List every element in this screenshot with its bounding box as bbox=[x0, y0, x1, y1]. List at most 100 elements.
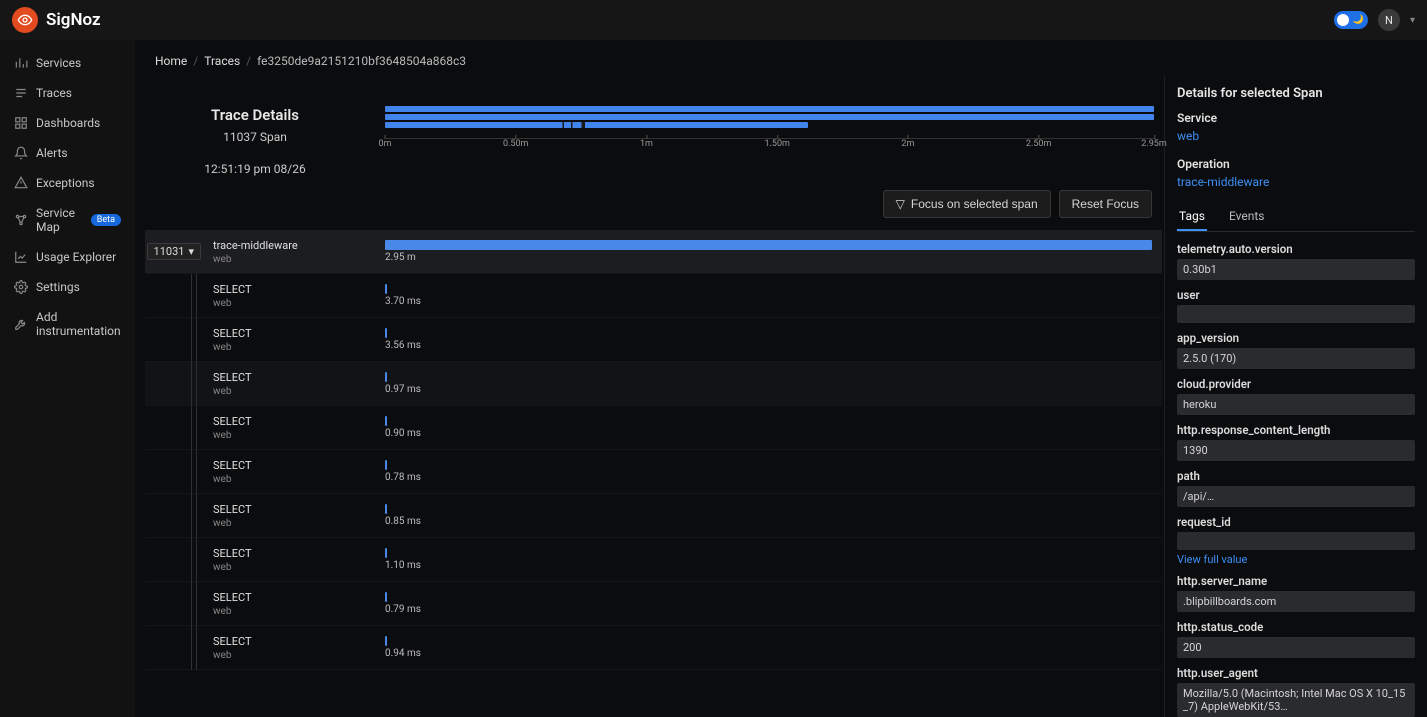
operation-value[interactable]: trace-middleware bbox=[1177, 175, 1415, 189]
sidebar-item-usage[interactable]: Usage Explorer bbox=[0, 242, 135, 272]
ruler-tick: 2.50m bbox=[1026, 139, 1051, 149]
line-chart-icon bbox=[14, 250, 28, 264]
attr-value: 2.5.0 (170) bbox=[1177, 348, 1415, 369]
span-bar-col: 0.97 ms bbox=[385, 372, 1162, 395]
attr-value: /api/… bbox=[1177, 486, 1415, 507]
minimap-bar bbox=[385, 106, 1154, 112]
attr-value bbox=[1177, 305, 1415, 323]
service-value[interactable]: web bbox=[1177, 129, 1415, 143]
topbar-right: 🌙 N ▾ bbox=[1334, 9, 1415, 31]
minimap[interactable]: 0m0.50m1m1.50m2m2.50m2.95m bbox=[385, 106, 1154, 176]
sidebar-item-exceptions[interactable]: Exceptions bbox=[0, 168, 135, 198]
attr-key: http.server_name bbox=[1177, 574, 1415, 588]
span-row[interactable]: SELECTweb1.10 ms bbox=[145, 538, 1162, 582]
span-bar-col: 2.95 m bbox=[385, 240, 1162, 263]
trace-span-count: 11037 Span bbox=[145, 130, 365, 144]
span-bar-col: 0.85 ms bbox=[385, 504, 1162, 527]
trace-title: Trace Details bbox=[145, 106, 365, 124]
span-name: SELECT bbox=[213, 547, 385, 560]
sidebar-item-label: Service Map bbox=[36, 206, 83, 234]
span-duration: 0.78 ms bbox=[385, 472, 1152, 483]
sidebar-item-alerts[interactable]: Alerts bbox=[0, 138, 135, 168]
span-name: SELECT bbox=[213, 327, 385, 340]
span-bar bbox=[385, 636, 387, 646]
tab-events[interactable]: Events bbox=[1227, 203, 1267, 231]
attr-key: request_id bbox=[1177, 515, 1415, 529]
span-name: SELECT bbox=[213, 591, 385, 604]
gear-icon bbox=[14, 280, 28, 294]
sidebar-item-label: Traces bbox=[36, 86, 72, 100]
span-service: web bbox=[213, 298, 385, 309]
operation-label: Operation bbox=[1177, 157, 1415, 171]
theme-toggle[interactable]: 🌙 bbox=[1334, 11, 1368, 29]
details-tabs: Tags Events bbox=[1177, 203, 1415, 232]
attr-value: 200 bbox=[1177, 637, 1415, 658]
sidebar-item-instrumentation[interactable]: Add instrumentation bbox=[0, 302, 135, 346]
sidebar-item-traces[interactable]: Traces bbox=[0, 78, 135, 108]
span-tree-gutter bbox=[155, 582, 205, 626]
list-icon bbox=[14, 86, 28, 100]
span-duration: 2.95 m bbox=[385, 252, 1152, 263]
span-duration: 0.79 ms bbox=[385, 604, 1152, 615]
network-icon bbox=[14, 213, 28, 227]
filter-icon: ▽ bbox=[896, 197, 905, 211]
span-list[interactable]: 11031▾trace-middlewareweb2.95 mSELECTweb… bbox=[145, 230, 1162, 717]
sidebar-item-label: Alerts bbox=[36, 146, 68, 160]
attrs-list: telemetry.auto.version0.30b1user app_ver… bbox=[1177, 242, 1415, 717]
span-count-tag[interactable]: 11031▾ bbox=[147, 243, 201, 260]
sidebar-item-label: Exceptions bbox=[36, 176, 95, 190]
warning-icon bbox=[14, 176, 28, 190]
button-label: Reset Focus bbox=[1072, 197, 1139, 211]
span-duration: 3.56 ms bbox=[385, 340, 1152, 351]
chevron-down-icon[interactable]: ▾ bbox=[1410, 15, 1415, 26]
span-row[interactable]: SELECTweb0.78 ms bbox=[145, 450, 1162, 494]
sidebar-item-settings[interactable]: Settings bbox=[0, 272, 135, 302]
breadcrumb-traces[interactable]: Traces bbox=[204, 54, 240, 68]
attr-value bbox=[1177, 532, 1415, 550]
span-row[interactable]: SELECTweb3.70 ms bbox=[145, 274, 1162, 318]
view-full-link[interactable]: View full value bbox=[1177, 553, 1415, 566]
sidebar-item-dashboards[interactable]: Dashboards bbox=[0, 108, 135, 138]
span-bar-col: 1.10 ms bbox=[385, 548, 1162, 571]
tab-tags[interactable]: Tags bbox=[1177, 203, 1207, 231]
span-row[interactable]: SELECTweb0.97 ms bbox=[145, 362, 1162, 406]
span-bar bbox=[385, 284, 387, 294]
span-row[interactable]: SELECTweb0.79 ms bbox=[145, 582, 1162, 626]
span-name: SELECT bbox=[213, 283, 385, 296]
span-row[interactable]: SELECTweb0.85 ms bbox=[145, 494, 1162, 538]
brand-name: SigNoz bbox=[46, 10, 101, 30]
span-tree-gutter bbox=[155, 406, 205, 450]
span-row[interactable]: SELECTweb0.90 ms bbox=[145, 406, 1162, 450]
span-bar bbox=[385, 548, 387, 558]
span-service: web bbox=[213, 342, 385, 353]
span-row[interactable]: SELECTweb0.94 ms bbox=[145, 626, 1162, 670]
focus-span-button[interactable]: ▽ Focus on selected span bbox=[883, 190, 1051, 218]
attr-key: app_version bbox=[1177, 331, 1415, 345]
span-label: SELECT web bbox=[205, 327, 385, 353]
details-title: Details for selected Span bbox=[1177, 86, 1415, 101]
avatar[interactable]: N bbox=[1378, 9, 1400, 31]
button-label: Focus on selected span bbox=[911, 197, 1038, 211]
span-service: web bbox=[213, 650, 385, 661]
attr-value: Mozilla/5.0 (Macintosh; Intel Mac OS X 1… bbox=[1177, 683, 1415, 717]
span-tree-gutter bbox=[155, 274, 205, 318]
reset-focus-button[interactable]: Reset Focus bbox=[1059, 190, 1152, 218]
sidebar-item-services[interactable]: Services bbox=[0, 48, 135, 78]
span-tree-gutter bbox=[155, 318, 205, 362]
span-row[interactable]: SELECT web3.56 ms bbox=[145, 318, 1162, 362]
chevron-down-icon: ▾ bbox=[188, 245, 194, 258]
ruler-tick: 1m bbox=[640, 139, 653, 149]
breadcrumb: Home / Traces / fe3250de9a2151210bf36485… bbox=[135, 40, 1427, 76]
sidebar-item-label: Dashboards bbox=[36, 116, 100, 130]
span-duration: 1.10 ms bbox=[385, 560, 1152, 571]
sidebar-item-servicemap[interactable]: Service Map Beta bbox=[0, 198, 135, 242]
span-duration: 0.97 ms bbox=[385, 384, 1152, 395]
span-row[interactable]: 11031▾trace-middlewareweb2.95 m bbox=[145, 230, 1162, 274]
span-label: SELECTweb bbox=[205, 371, 385, 397]
ruler-tick: 1.50m bbox=[764, 139, 789, 149]
span-bar bbox=[385, 460, 387, 470]
span-duration: 0.94 ms bbox=[385, 648, 1152, 659]
span-name: SELECT bbox=[213, 371, 385, 384]
span-label: SELECTweb bbox=[205, 415, 385, 441]
breadcrumb-home[interactable]: Home bbox=[155, 54, 187, 68]
